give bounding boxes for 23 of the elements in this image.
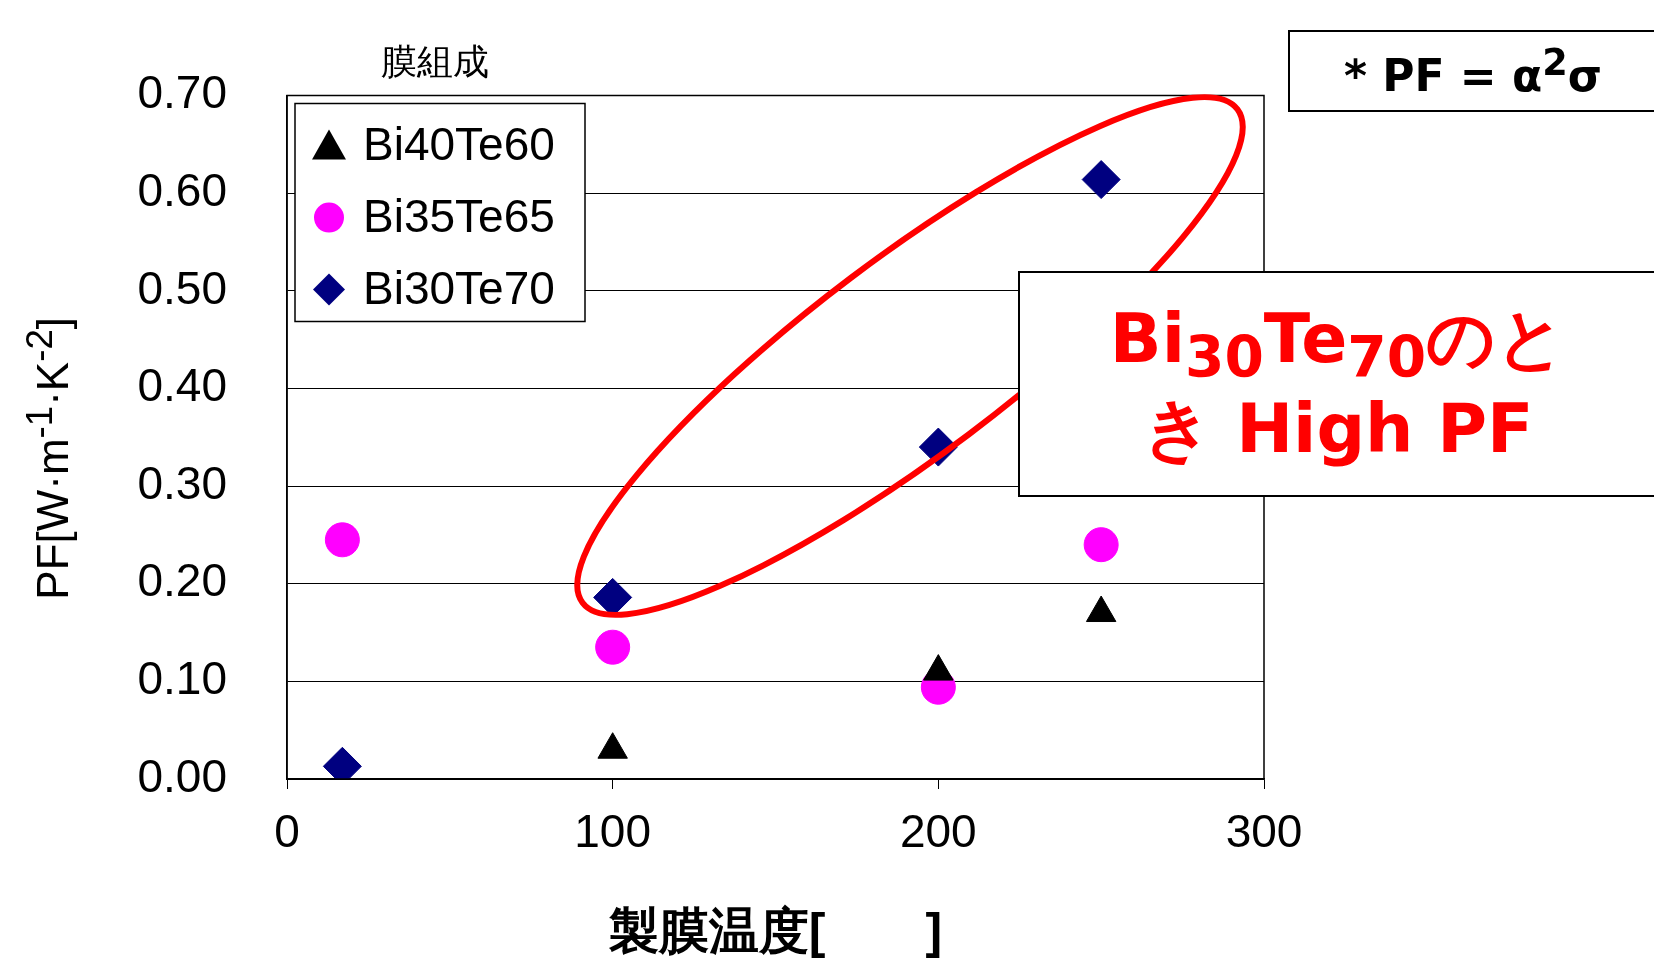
annotation: Bi$_{30}$Te$_{70}$のとき High PF (1108, 299, 1568, 468)
y-tick-label: 0.20 (137, 554, 227, 607)
x-tick-label: 0 (274, 805, 300, 858)
point (1083, 527, 1119, 563)
legend-label: Bi35Te65 (363, 190, 555, 243)
y-tick-label: 0.10 (137, 652, 227, 705)
y-tick-label: 0.00 (137, 749, 227, 802)
legend-label: Bi30Te70 (363, 262, 555, 315)
y-tick-label: 0.40 (137, 359, 227, 412)
point (324, 522, 360, 558)
text: * PF = α$^{2}$σ (1343, 41, 1603, 101)
legend-label: Bi40Te60 (363, 118, 555, 171)
x-tick-label: 100 (574, 805, 652, 858)
point (595, 629, 631, 665)
y-tick-label: 0.60 (137, 163, 227, 216)
x-tick-label: 300 (1225, 805, 1303, 858)
y-tick-label: 0.50 (137, 261, 227, 314)
y-tick-label: 0.70 (137, 66, 227, 119)
y-tick-label: 0.30 (137, 456, 227, 509)
point (1081, 160, 1121, 200)
x-axis-title: 製膜温度[ ] (607, 902, 943, 959)
x-tick-label: 200 (899, 805, 977, 858)
legend-title: 膜組成 (381, 40, 489, 82)
